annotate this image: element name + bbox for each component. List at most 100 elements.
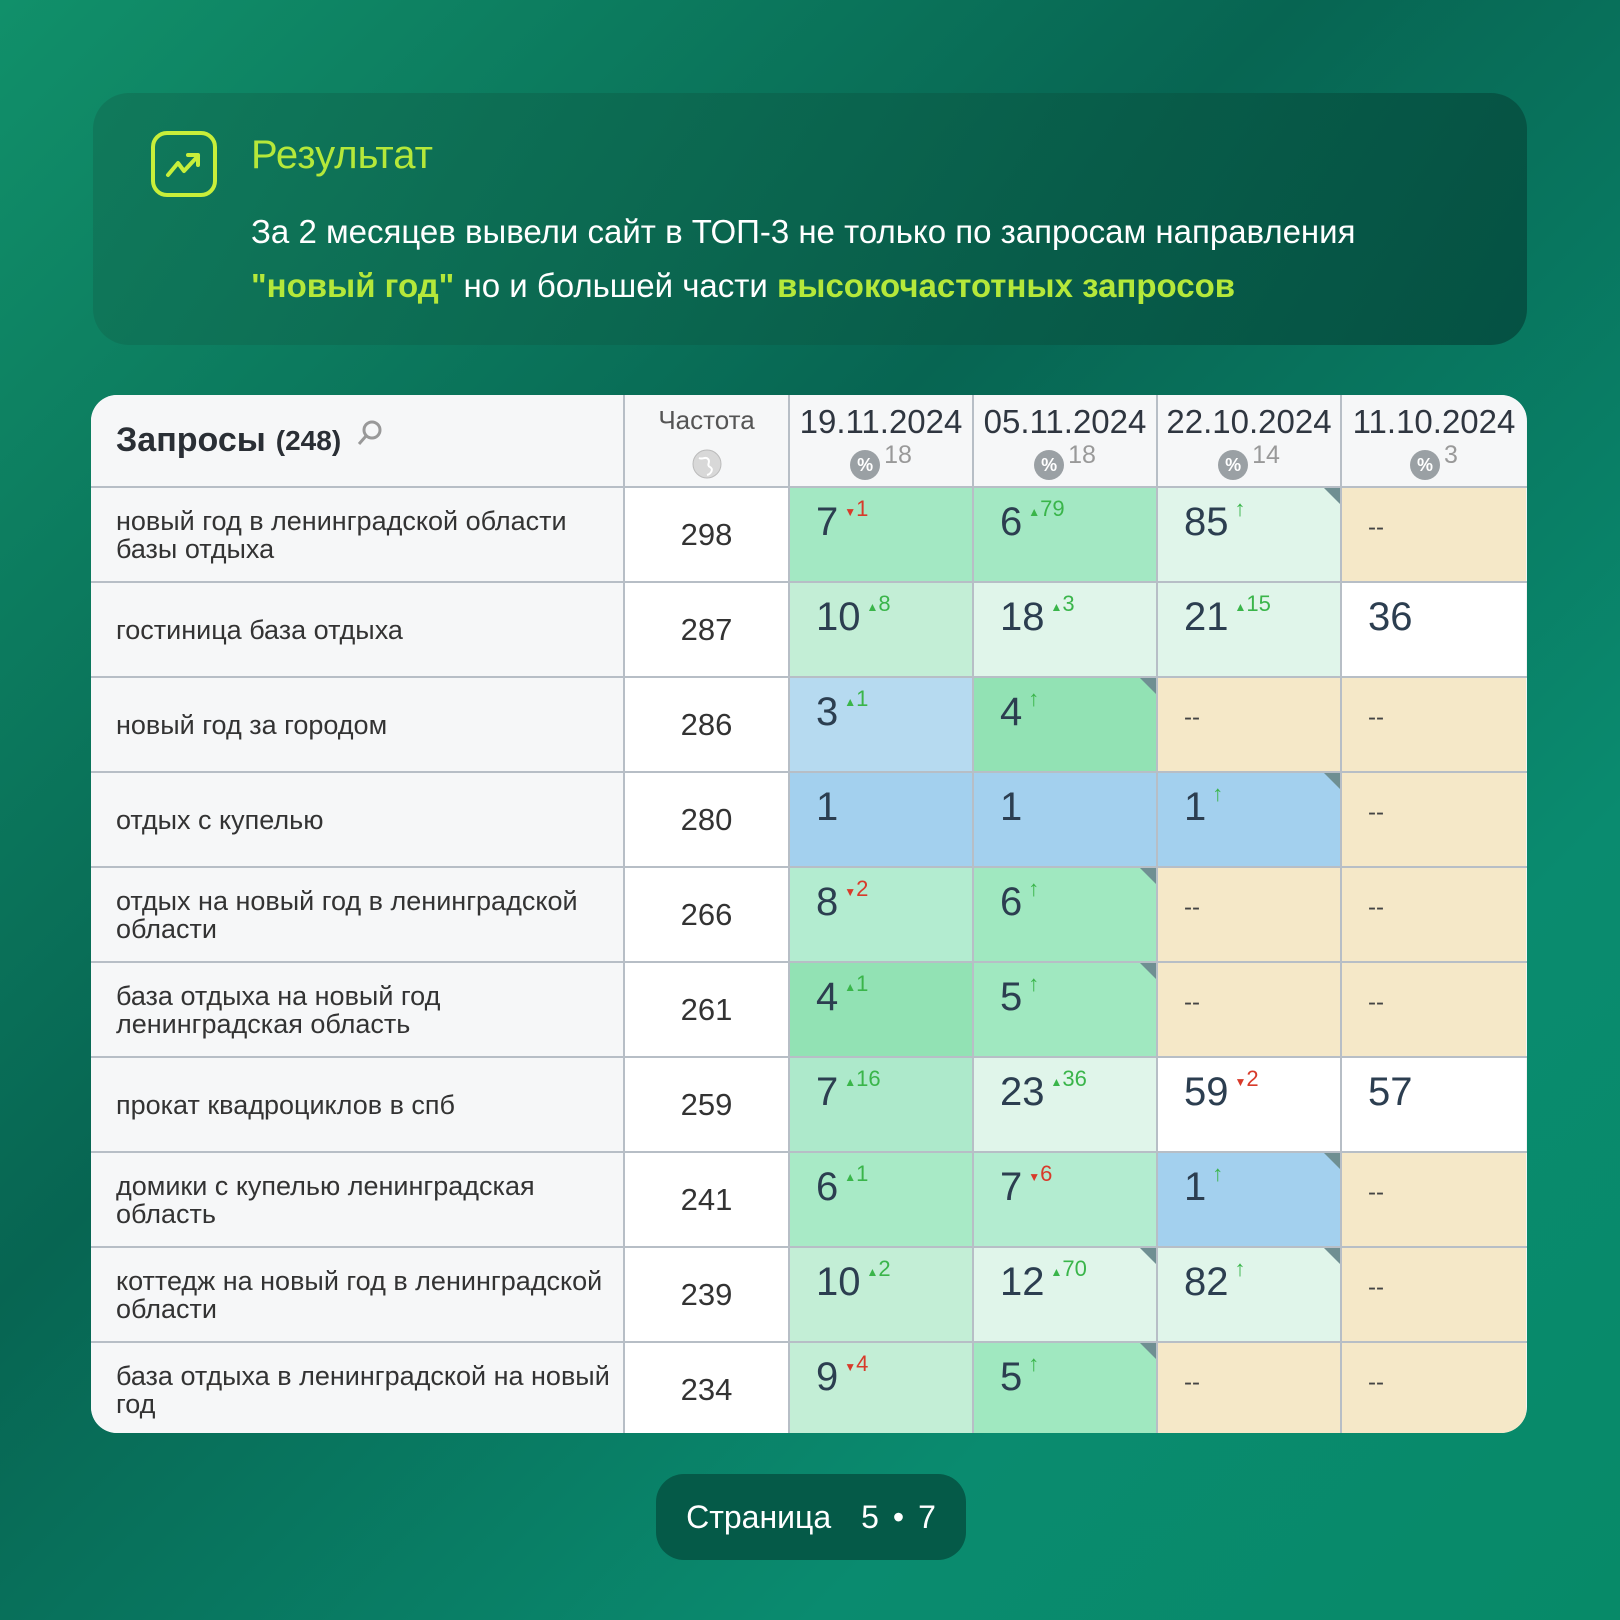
position-cell[interactable]: 4 ▲1 (790, 963, 974, 1056)
query-cell[interactable]: новый год в ленинградской области базы о… (91, 488, 625, 581)
position-cell[interactable]: -- (1342, 963, 1526, 1056)
note-corner-icon (1140, 1248, 1156, 1264)
query-cell[interactable]: база отдыха в ленинградской на новый год (91, 1343, 625, 1433)
position-cell[interactable]: 7 ▼6 (974, 1153, 1158, 1246)
query-cell[interactable]: отдых на новый год в ленинградской облас… (91, 868, 625, 961)
query-cell[interactable]: отдых с купелью (91, 773, 625, 866)
note-corner-icon (1140, 868, 1156, 884)
frequency-cell: 287 (625, 583, 790, 676)
date-column-header[interactable]: 11.10.2024% 3 (1342, 395, 1526, 486)
position-cell[interactable]: 7 ▼1 (790, 488, 974, 581)
position-change: ▲1 (844, 686, 869, 711)
query-cell[interactable]: база отдыха на новый год ленинградская о… (91, 963, 625, 1056)
position-change: ↑ (1028, 686, 1040, 711)
position-cell[interactable]: -- (1158, 1343, 1342, 1433)
position-cell[interactable]: 9 ▼4 (790, 1343, 974, 1433)
position-cell[interactable]: 6 ▲79 (974, 488, 1158, 581)
position-cell[interactable]: 85 ↑ (1158, 488, 1342, 581)
query-cell[interactable]: гостиница база отдыха (91, 583, 625, 676)
position-cell[interactable]: -- (1158, 963, 1342, 1056)
position-cell[interactable]: 5 ↑ (974, 963, 1158, 1056)
queries-header[interactable]: Запросы (248) (91, 395, 625, 486)
query-cell[interactable]: коттедж на новый год в ленинградской обл… (91, 1248, 625, 1341)
percent-icon: % (1218, 450, 1249, 480)
position-cell[interactable]: -- (1342, 678, 1526, 771)
position-cell[interactable]: -- (1342, 868, 1526, 961)
table-header: Запросы (248) Частота 19.11.2024% 18 05.11.… (91, 395, 1527, 488)
position-cell[interactable]: 1 ↑ (1158, 1153, 1342, 1246)
trending-up-icon (151, 131, 217, 197)
position-cell[interactable]: 23 ▲36 (974, 1058, 1158, 1151)
note-corner-icon (1140, 678, 1156, 694)
position-cell[interactable]: 8 ▼2 (790, 868, 974, 961)
date-column-header[interactable]: 22.10.2024% 14 (1158, 395, 1342, 486)
position-change: ↑ (1234, 1256, 1246, 1281)
position-change: ▲3 (1050, 591, 1075, 616)
position-change: ↑ (1028, 1351, 1040, 1376)
page-indicator: Страница 5 • 7 (656, 1474, 966, 1560)
note-corner-icon (1324, 488, 1340, 504)
search-icon[interactable] (355, 419, 385, 449)
position-cell[interactable]: 82 ↑ (1158, 1248, 1342, 1341)
position-change: ▲70 (1050, 1256, 1087, 1281)
position-change: ▼1 (844, 496, 869, 521)
frequency-cell: 280 (625, 773, 790, 866)
table-row: прокат квадроциклов в спб 259 7 ▲16 23 ▲36 59 ▼… (91, 1058, 1527, 1153)
position-cell[interactable]: 3 ▲1 (790, 678, 974, 771)
note-corner-icon (1324, 1248, 1340, 1264)
frequency-cell: 241 (625, 1153, 790, 1246)
query-cell[interactable]: прокат квадроциклов в спб (91, 1058, 625, 1151)
percent-icon: % (1034, 450, 1065, 480)
position-change: ▼6 (1028, 1161, 1053, 1186)
note-corner-icon (1140, 1343, 1156, 1359)
position-change: ↑ (1234, 496, 1246, 521)
globe-icon (692, 449, 721, 479)
frequency-header[interactable]: Частота (625, 395, 790, 486)
note-corner-icon (1324, 1153, 1340, 1169)
frequency-cell: 261 (625, 963, 790, 1056)
position-change: ▲16 (844, 1066, 881, 1091)
position-cell[interactable]: -- (1158, 678, 1342, 771)
position-cell[interactable]: 59 ▼2 (1158, 1058, 1342, 1151)
position-change: ↑ (1212, 781, 1224, 806)
position-cell[interactable]: -- (1342, 488, 1526, 581)
position-cell[interactable]: 18 ▲3 (974, 583, 1158, 676)
date-column-header[interactable]: 19.11.2024% 18 (790, 395, 974, 486)
date-column-header[interactable]: 05.11.2024% 18 (974, 395, 1158, 486)
frequency-cell: 266 (625, 868, 790, 961)
position-cell[interactable]: 7 ▲16 (790, 1058, 974, 1151)
table-row: база отдыха в ленинградской на новый год… (91, 1343, 1527, 1433)
position-cell[interactable]: 5 ↑ (974, 1343, 1158, 1433)
position-cell[interactable]: 4 ↑ (974, 678, 1158, 771)
position-cell[interactable]: 57 (1342, 1058, 1526, 1151)
table-row: база отдыха на новый год ленинградская о… (91, 963, 1527, 1058)
position-cell[interactable]: -- (1342, 773, 1526, 866)
frequency-cell: 239 (625, 1248, 790, 1341)
position-cell[interactable]: 1 ↑ (1158, 773, 1342, 866)
frequency-cell: 298 (625, 488, 790, 581)
position-cell[interactable]: 1 (790, 773, 974, 866)
position-change: ▼2 (1234, 1066, 1259, 1091)
result-description: За 2 месяцев вывели сайт в ТОП-3 не толь… (251, 213, 1356, 304)
position-cell[interactable]: 10 ▲2 (790, 1248, 974, 1341)
query-cell[interactable]: новый год за городом (91, 678, 625, 771)
position-cell[interactable]: -- (1342, 1343, 1526, 1433)
position-cell[interactable]: 6 ↑ (974, 868, 1158, 961)
position-change: ▼4 (844, 1351, 869, 1376)
position-cell[interactable]: 6 ▲1 (790, 1153, 974, 1246)
table-row: новый год за городом 286 3 ▲1 4 ↑ -- -- (91, 678, 1527, 773)
position-cell[interactable]: 21 ▲15 (1158, 583, 1342, 676)
position-cell[interactable]: -- (1342, 1153, 1526, 1246)
query-cell[interactable]: домики с купелью ленинградская область (91, 1153, 625, 1246)
table-row: отдых с купелью 280 1 1 1 ↑ -- (91, 773, 1527, 868)
position-change: ▲8 (866, 591, 891, 616)
position-cell[interactable]: 10 ▲8 (790, 583, 974, 676)
frequency-cell: 259 (625, 1058, 790, 1151)
position-change: ▲1 (844, 1161, 869, 1186)
position-cell[interactable]: 1 (974, 773, 1158, 866)
position-cell[interactable]: -- (1342, 1248, 1526, 1341)
position-cell[interactable]: 12 ▲70 (974, 1248, 1158, 1341)
note-corner-icon (1140, 963, 1156, 979)
position-cell[interactable]: 36 (1342, 583, 1526, 676)
position-cell[interactable]: -- (1158, 868, 1342, 961)
